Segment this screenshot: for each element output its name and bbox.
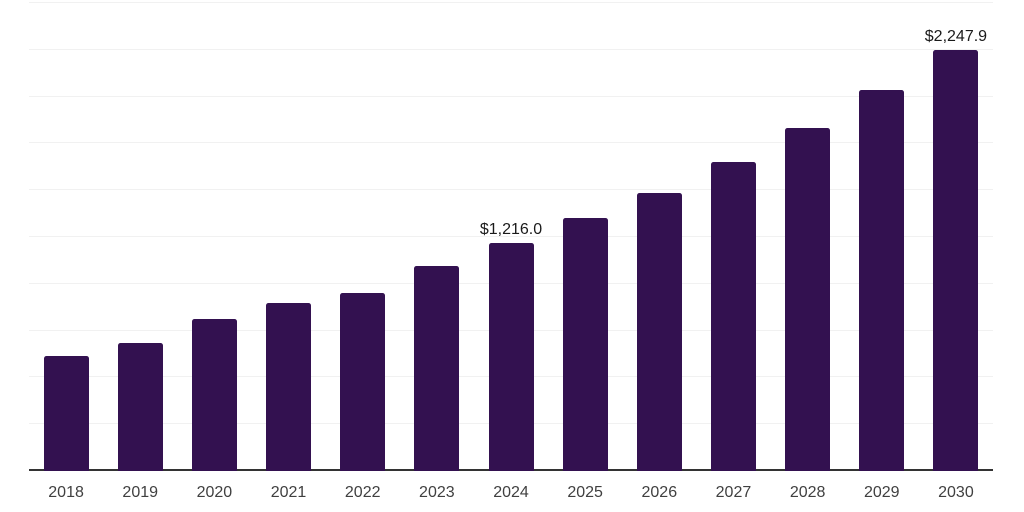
bar-2024[interactable] — [488, 243, 534, 471]
plot-area: $1,216.0 $2,247.9 — [29, 0, 993, 471]
x-tick-label-2018: 2018 — [48, 484, 84, 501]
bar-2020[interactable] — [191, 319, 237, 471]
bar-2026[interactable] — [636, 192, 682, 471]
x-tick-label-2023: 2023 — [419, 484, 455, 501]
x-tick-label-2029: 2029 — [863, 484, 900, 501]
bar-2029[interactable] — [859, 90, 905, 471]
data-label-2030: $2,247.9 — [924, 28, 988, 46]
bar-2022[interactable] — [340, 293, 386, 471]
x-tick-label-2028: 2028 — [789, 484, 826, 501]
x-tick-label-2024: 2024 — [493, 484, 529, 501]
bar-2028[interactable] — [785, 128, 831, 471]
gridline-1500 — [29, 189, 993, 191]
x-tick-label-2019: 2019 — [122, 484, 159, 501]
x-tick-label-2030: 2030 — [938, 484, 974, 501]
x-tick-label-2022: 2022 — [344, 484, 381, 501]
gridline-2250 — [29, 48, 993, 50]
bar-2023[interactable] — [414, 266, 460, 471]
bar-2025[interactable] — [562, 217, 608, 471]
bar-2030[interactable] — [933, 50, 979, 471]
x-tick-label-2027: 2027 — [715, 484, 752, 501]
x-tick-label-2026: 2026 — [641, 484, 678, 501]
bar-2018[interactable] — [43, 355, 89, 471]
bar-2027[interactable] — [710, 161, 756, 471]
gridline-2000 — [29, 95, 993, 97]
gridline-1250 — [29, 236, 993, 237]
x-tick-label-2020: 2020 — [196, 484, 233, 501]
data-label-2024: $1,216.0 — [479, 221, 543, 239]
gridline-2500 — [29, 2, 993, 3]
x-tick-label-2021: 2021 — [270, 484, 307, 501]
x-tick-label-2025: 2025 — [567, 484, 603, 501]
bar-2021[interactable] — [266, 303, 312, 471]
gridline-1750 — [29, 142, 993, 144]
bar-2019[interactable] — [117, 342, 163, 471]
x-axis-tick-labels: 2018 2019 2020 2021 2022 2023 2024 2025 2026 2027… — [29, 484, 993, 504]
